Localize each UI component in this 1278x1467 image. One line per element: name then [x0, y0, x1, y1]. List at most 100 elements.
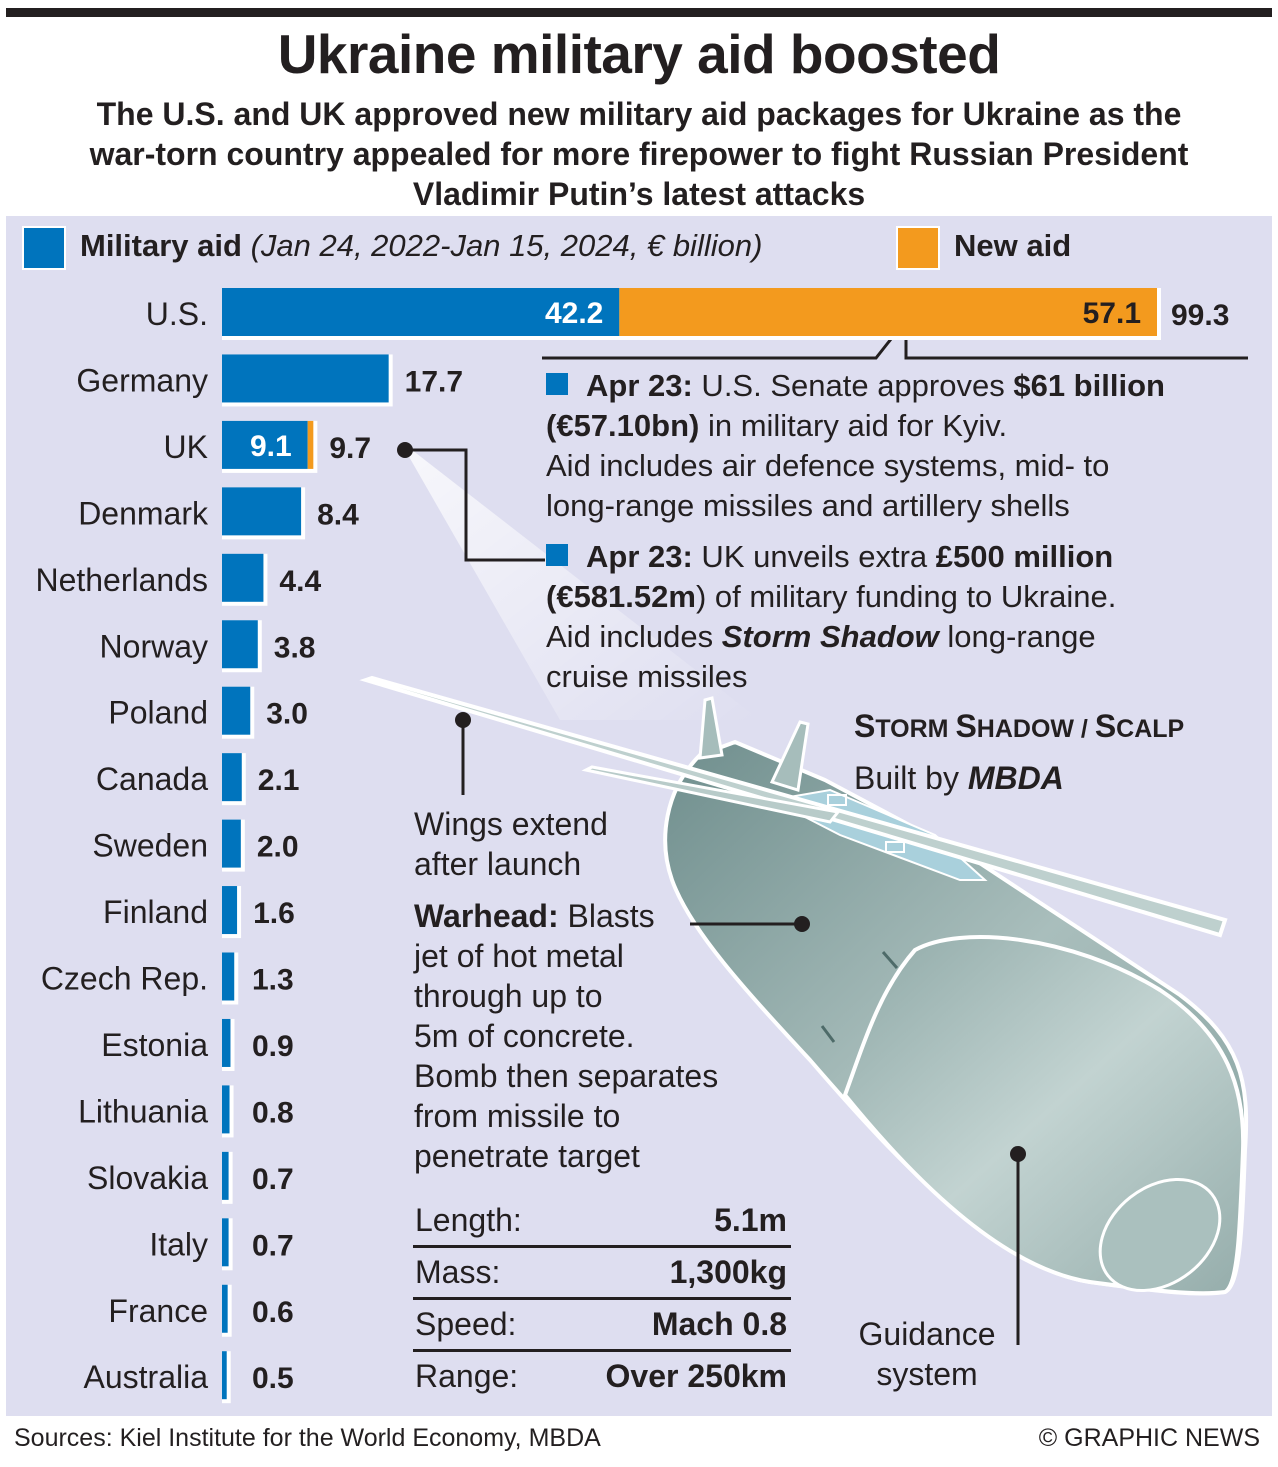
bar-military-slovakia — [222, 1151, 229, 1200]
legend-military: Military aid (Jan 24, 2022-Jan 15, 2024,… — [80, 228, 762, 264]
legend-swatch-military — [22, 226, 66, 270]
note-marker-icon — [546, 544, 568, 566]
category-label-netherlands: Netherlands — [35, 562, 208, 598]
category-label-denmark: Denmark — [78, 495, 209, 531]
guidance-caption: Guidance system — [852, 1314, 1002, 1394]
uk-note-text-4: long-range — [938, 619, 1096, 654]
uk-note-amount: £500 million — [935, 539, 1114, 574]
category-label-slovakia: Slovakia — [87, 1160, 208, 1196]
bar-new-u-s — [619, 288, 1157, 336]
uk-note-line-3: Aid includes Storm Shadow long-range — [546, 617, 1116, 657]
tail-fin-1 — [698, 696, 724, 760]
uk-note-text-2: ) of military funding to Ukraine. — [695, 579, 1117, 614]
category-label-canada: Canada — [96, 761, 208, 797]
bar-military-netherlands — [222, 553, 264, 602]
subtitle-line-2: war-torn country appealed for more firep… — [89, 136, 1189, 172]
tail-fin-2 — [769, 720, 810, 792]
uk-note-line-1: Apr 23: UK unveils extra £500 million — [546, 537, 1116, 577]
inner-label-new-u-s: 57.1 — [1083, 297, 1141, 330]
warhead-caption: Warhead: Blasts jet of hot metal through… — [414, 896, 718, 1176]
uk-callout-line — [406, 448, 545, 562]
us-note-line-4: long-range missiles and artillery shells — [546, 488, 1070, 523]
category-label-finland: Finland — [103, 894, 208, 930]
bar-military-france — [222, 1284, 228, 1333]
bar-military-finland — [222, 886, 238, 935]
guidance-caption-line-2: system — [876, 1356, 978, 1392]
bar-military-czech-rep — [222, 952, 235, 1001]
value-label-australia: 0.5 — [252, 1362, 294, 1395]
us-note-line-2: (€57.10bn) in military aid for Kyiv. — [546, 406, 1165, 446]
inner-label-military-u-s: 42.2 — [545, 297, 603, 330]
warhead-caption-line-5: Bomb then separates — [414, 1058, 719, 1094]
panel-mark-1 — [881, 951, 899, 969]
category-label-czech-rep: Czech Rep. — [41, 961, 208, 997]
us-note-text-1: U.S. Senate approves — [692, 368, 1014, 403]
sources: Sources: Kiel Institute for the World Ec… — [14, 1424, 601, 1452]
wing-lower — [581, 765, 841, 824]
bar-military-germany — [222, 354, 389, 403]
bar-new-uk — [307, 420, 314, 469]
uk-note-euro: (€581.52m — [546, 579, 696, 614]
category-label-u-s: U.S. — [146, 296, 208, 332]
subtitle: The U.S. and UK approved new military ai… — [0, 94, 1278, 214]
specs-table: Length: 5.1m Mass: 1,300kg Speed: Mach 0.8 … — [413, 1196, 791, 1404]
highlight-beam — [404, 448, 760, 720]
us-note-date: Apr 23: — [586, 368, 693, 403]
us-note-line-1: Apr 23: U.S. Senate approves $61 billion — [546, 366, 1165, 406]
uk-note-line-4: cruise missiles — [546, 659, 748, 694]
builder-name: MBDA — [967, 760, 1064, 796]
guidance-caption-line-1: Guidance — [858, 1316, 996, 1352]
wings-caption-line-2: after launch — [414, 846, 582, 882]
warhead-caption-line-7: penetrate target — [414, 1138, 640, 1174]
bar-military-italy — [222, 1218, 229, 1267]
category-label-sweden: Sweden — [92, 828, 208, 864]
inner-label-military-uk: 9.1 — [250, 430, 292, 463]
category-label-france: France — [108, 1293, 208, 1329]
hinge-2 — [885, 841, 905, 853]
missile-name: STORM SHADOW / SCALP — [854, 708, 1185, 744]
us-note-amount: $61 billion — [1013, 368, 1165, 403]
uk-note-line-2: (€581.52m) of military funding to Ukrain… — [546, 577, 1116, 617]
category-label-poland: Poland — [108, 695, 208, 731]
us-note-line-3: Aid includes air defence systems, mid- t… — [546, 448, 1110, 483]
category-label-estonia: Estonia — [101, 1027, 208, 1063]
warhead-caption-line-6: from missile to — [414, 1098, 621, 1134]
value-label-slovakia: 0.7 — [252, 1163, 294, 1196]
uk-callout-dot — [397, 442, 413, 458]
spec-row-speed: Speed: Mach 0.8 — [413, 1300, 791, 1352]
spec-row-length: Length: 5.1m — [413, 1196, 791, 1248]
wings-caption-line-1: Wings extend — [414, 806, 608, 842]
warhead-caption-line-1: Warhead: Blasts — [414, 898, 655, 934]
value-label-czech-rep: 1.3 — [252, 964, 294, 997]
panel-mark-2 — [820, 1025, 836, 1043]
bar-military-estonia — [222, 1018, 231, 1067]
warhead-caption-line-4: 5m of concrete. — [414, 1018, 635, 1054]
value-label-estonia: 0.9 — [252, 1030, 294, 1063]
value-label-lithuania: 0.8 — [252, 1096, 294, 1129]
category-label-norway: Norway — [100, 628, 208, 664]
value-label-canada: 2.1 — [258, 764, 300, 797]
category-label-germany: Germany — [76, 362, 208, 398]
category-label-australia: Australia — [84, 1359, 209, 1395]
value-label-italy: 0.7 — [252, 1229, 294, 1262]
value-label-sweden: 2.0 — [257, 831, 299, 864]
value-label-norway: 3.8 — [274, 631, 316, 664]
subtitle-line-1: The U.S. and UK approved new military ai… — [96, 96, 1182, 132]
uk-note-text-3: Aid includes — [546, 619, 722, 654]
legend-military-label: Military aid — [80, 228, 242, 263]
page-title: Ukraine military aid boosted — [277, 23, 1001, 85]
uk-note-date: Apr 23: — [586, 539, 693, 574]
us-note-euro: (€57.10bn) — [546, 408, 700, 443]
us-note: Apr 23: U.S. Senate approves $61 billion… — [546, 366, 1165, 526]
bar-military-australia — [222, 1351, 227, 1400]
value-label-u-s: 99.3 — [1171, 299, 1229, 332]
legend-new-label: New aid — [954, 228, 1072, 263]
hinge-1 — [827, 794, 847, 806]
uk-note: Apr 23: UK unveils extra £500 million (€… — [546, 537, 1116, 697]
category-label-lithuania: Lithuania — [78, 1093, 208, 1129]
value-label-poland: 3.0 — [266, 698, 308, 731]
warhead-caption-line-2: jet of hot metal — [414, 938, 624, 974]
